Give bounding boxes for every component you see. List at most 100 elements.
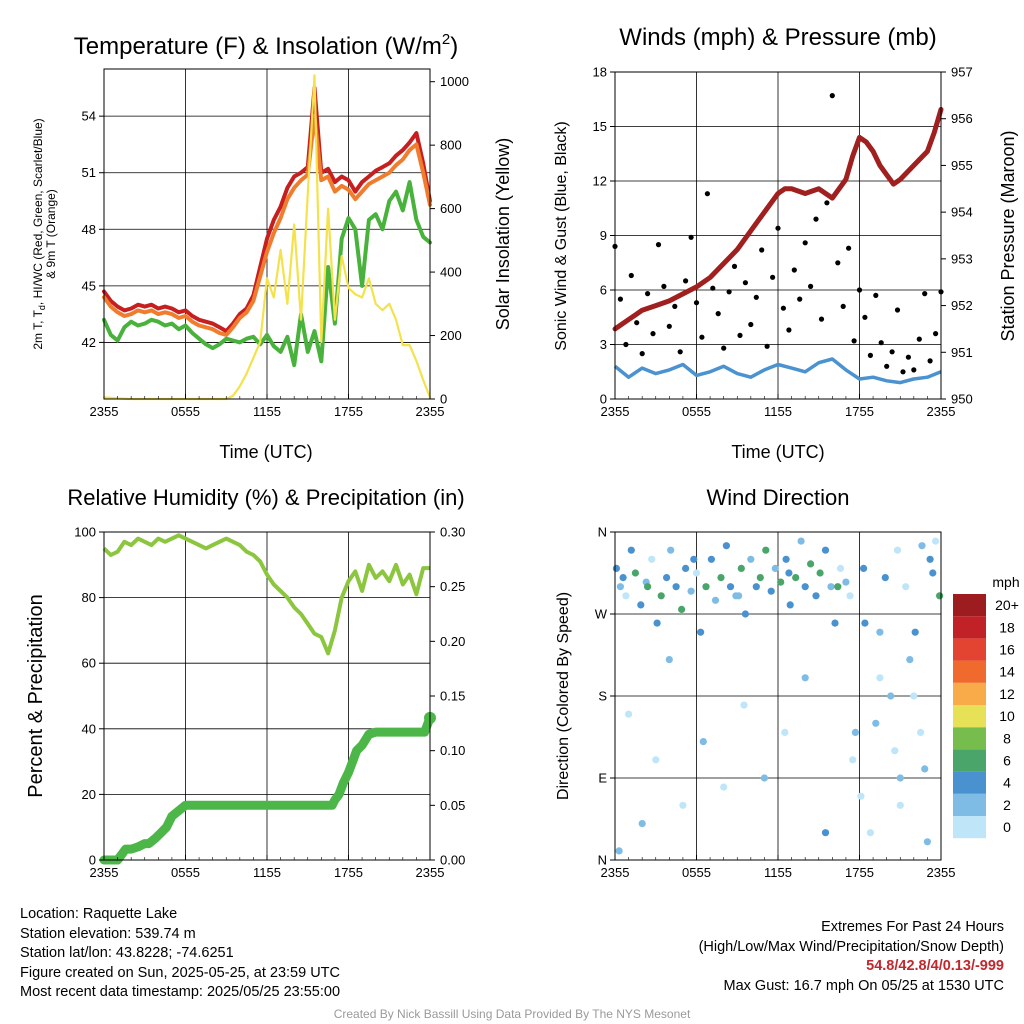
direction-point (827, 583, 835, 591)
y-tick-label: 15 (593, 119, 607, 134)
gust-point (693, 300, 700, 306)
winds-ylabel-left: Sonic Wind & Gust (Blue, Black) (553, 121, 570, 350)
gust-point (699, 334, 705, 340)
gust-point (721, 345, 727, 351)
figure-created: Figure created on Sun, 2025-05-25, at 23… (20, 964, 340, 981)
y-right-tick-label: 400 (440, 265, 462, 280)
gust-point (840, 303, 846, 309)
colorbar-swatch (953, 638, 986, 661)
direction-point (887, 692, 895, 700)
direction-point (752, 583, 760, 591)
direction-point (831, 619, 839, 627)
y-tick-label: 12 (593, 174, 607, 189)
humidity-axes: 2355 0555 1155 1755 23550204060801000.000.05… (74, 525, 465, 881)
y-right-tick-label: 0.05 (440, 798, 465, 813)
temperature-axes: 2355 0555 1155 1755 2355 42 45 48 51 54 0 200 400 600… (82, 74, 469, 419)
winds-xlabel: Time (UTC) (731, 442, 824, 462)
y-right-tick-label: 951 (951, 345, 973, 360)
gust-point (867, 352, 874, 358)
direction-point (872, 719, 880, 727)
gust-point (894, 307, 901, 313)
gust-point (856, 287, 863, 293)
x-tick-label: 1155 (253, 404, 281, 419)
gust-point (862, 314, 868, 320)
y-right-tick-label: 957 (951, 65, 973, 80)
temperature-xlabel: Time (UTC) (219, 442, 312, 462)
y-right-tick-label: 0.25 (440, 579, 465, 594)
x-tick-label: 2355 (927, 404, 956, 419)
direction-point (717, 574, 725, 582)
gust-point (666, 323, 672, 329)
humidity-panel: Relative Humidity (%) & Precipitation (i… (25, 485, 465, 880)
y-right-tick-label: 956 (951, 111, 973, 126)
gust-point (905, 354, 912, 360)
winds-panel: Winds (mph) & Pressure (mb) 2355 0555 1155… (553, 24, 1018, 462)
station-info: Location: Raquette Lake Station elevatio… (20, 905, 340, 1003)
y-tick-label: 18 (593, 65, 607, 80)
direction-point (648, 555, 656, 563)
direction-point (631, 569, 640, 577)
x-tick-label: 1155 (764, 404, 792, 419)
winds-axes: 2355 0555 1155 1755 235503691215189509519529… (593, 65, 973, 420)
series-line-precipitation (99, 713, 435, 865)
direction-point (737, 564, 745, 573)
direction-point (797, 537, 805, 545)
direction-point (644, 583, 652, 591)
colorbar-label: 0 (1003, 819, 1011, 835)
gust-point (818, 316, 825, 322)
colorbar-swatch (953, 660, 986, 683)
direction-point (612, 564, 621, 573)
gust-point (639, 351, 645, 357)
x-tick-label: 2355 (927, 865, 956, 880)
colorbar-label: 20+ (995, 597, 1019, 613)
x-tick-label: 2355 (90, 404, 119, 419)
colorbar-unit: mph (992, 574, 1019, 590)
direction-point (786, 601, 794, 609)
direction-point (699, 738, 707, 746)
direction-point (812, 592, 820, 600)
direction-point (760, 774, 769, 782)
colorbar-label: 8 (1003, 730, 1011, 746)
x-tick-label: 2355 (601, 404, 630, 419)
y-tick-label: 48 (82, 222, 96, 237)
direction-point (851, 728, 860, 737)
extremes-subtitle: (High/Low/Max Wind/Precipitation/Snow De… (698, 938, 1004, 955)
direction-point (876, 628, 884, 636)
colorbar-swatch (953, 749, 986, 772)
direction-point (911, 628, 919, 636)
colorbar-swatch (953, 771, 986, 794)
gust-point (617, 296, 624, 302)
gust-point (715, 311, 721, 317)
direction-point (891, 747, 899, 755)
svg-text:& 9m T (Orange): & 9m T (Orange) (44, 189, 58, 279)
temperature-ylabel-left: 2m T, Td, HI/WC (Red, Green, Scarlet/Blu… (31, 118, 58, 349)
colorbar-label: 12 (999, 686, 1015, 702)
y-tick-label: 40 (82, 721, 96, 736)
gust-point (808, 283, 814, 289)
direction-point (616, 583, 625, 591)
colorbar-label: 18 (999, 619, 1015, 635)
gust-point (824, 200, 830, 206)
gust-point (683, 278, 689, 284)
station-elevation: Station elevation: 539.74 m (20, 925, 196, 942)
direction-point (801, 583, 809, 591)
gust-point (753, 294, 759, 300)
temperature-title: Temperature (F) & Insolation (W/m2) (74, 31, 458, 60)
x-tick-label: 2355 (416, 404, 445, 419)
gust-point (726, 289, 732, 295)
y-right-tick-label: 800 (440, 138, 462, 153)
direction-point (679, 801, 687, 809)
y-right-tick-label: 1000 (440, 74, 469, 89)
gust-point (704, 191, 711, 197)
direction-point (638, 820, 646, 828)
gust-point (889, 349, 895, 355)
gust-point (688, 234, 694, 240)
series-line-station-pressure (612, 106, 944, 332)
colorbar-swatch (953, 705, 986, 728)
series-line-relative-humidity (102, 533, 430, 656)
direction-point (816, 569, 824, 577)
y-tick-label: 45 (82, 278, 96, 293)
gust-point (737, 332, 743, 338)
x-tick-label: 2355 (601, 865, 630, 880)
colorbar-swatch (953, 727, 986, 750)
